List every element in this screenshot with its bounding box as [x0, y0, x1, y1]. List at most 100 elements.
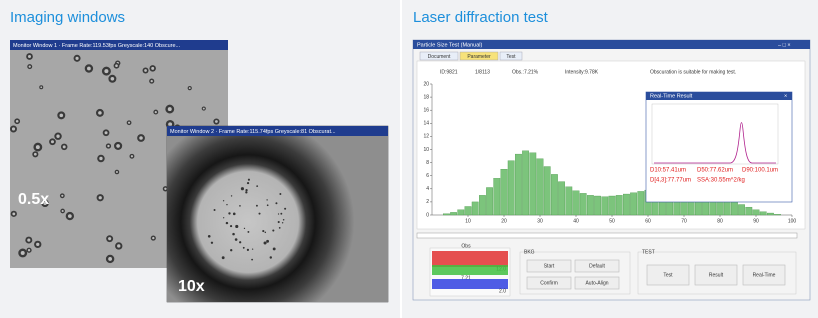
bar: [601, 196, 609, 216]
button-face[interactable]: [694, 264, 738, 286]
tab-label[interactable]: Parameter: [467, 54, 491, 60]
button-label[interactable]: Test: [663, 272, 673, 278]
speck: [251, 248, 254, 250]
speck: [264, 231, 267, 234]
button[interactable]: Test: [646, 264, 690, 286]
x-tick-label: 90: [753, 218, 759, 224]
result: SSA:30.55m^2/kg: [697, 178, 745, 184]
particle-center: [33, 152, 37, 156]
speck: [242, 246, 245, 249]
bar: [608, 195, 616, 216]
speck: [247, 178, 250, 181]
particle-center: [167, 107, 172, 112]
speck: [266, 199, 268, 201]
button[interactable]: Real-Time: [742, 264, 786, 286]
particle-center: [117, 244, 121, 248]
speck: [234, 238, 238, 241]
button-face[interactable]: [742, 264, 786, 286]
button-label[interactable]: Result: [709, 272, 724, 278]
particle-center: [27, 238, 31, 242]
popup-close[interactable]: ×: [784, 93, 787, 99]
particle-center: [36, 242, 40, 247]
speck: [245, 191, 248, 194]
particle-center: [59, 113, 64, 118]
particle-center: [12, 212, 16, 216]
tab[interactable]: [419, 51, 459, 61]
tab-label[interactable]: Test: [506, 54, 516, 60]
bar: [515, 153, 522, 216]
particle-center: [115, 64, 118, 68]
particle-center: [202, 107, 205, 110]
speck: [213, 209, 216, 212]
bar: [457, 209, 465, 216]
button[interactable]: Auto-Align: [574, 276, 620, 290]
button-face[interactable]: [574, 259, 620, 273]
y-tick-label: 20: [423, 81, 429, 87]
particle-center: [104, 69, 109, 74]
section-title: Laser diffraction test: [413, 9, 549, 26]
speck: [278, 226, 281, 229]
obs-bar: [432, 279, 508, 289]
particle-center: [35, 145, 40, 150]
obs-label: 2.0: [499, 288, 506, 294]
particle-center: [116, 144, 120, 148]
button[interactable]: Start: [526, 259, 572, 273]
button-face[interactable]: [526, 259, 572, 273]
speck: [232, 232, 235, 236]
speck: [210, 241, 214, 244]
button-face[interactable]: [646, 264, 690, 286]
button-label[interactable]: Real-Time: [753, 272, 776, 278]
speck: [243, 227, 246, 230]
bar: [587, 195, 594, 216]
particle-center: [27, 249, 31, 252]
tab-label[interactable]: Document: [428, 54, 451, 60]
button-face[interactable]: [574, 276, 620, 290]
group-title: TEST: [642, 249, 655, 255]
y-tick-label: 16: [423, 108, 429, 114]
speck: [266, 239, 270, 243]
obs-bar: [432, 251, 508, 267]
speck: [272, 229, 275, 232]
speck: [235, 224, 239, 229]
particle-center: [215, 120, 218, 123]
button-label[interactable]: Start: [544, 263, 555, 269]
bar: [767, 212, 774, 216]
window-controls: – □ ×: [778, 42, 791, 48]
y-tick-label: 0: [426, 212, 429, 218]
button-label[interactable]: Auto-Align: [585, 280, 608, 286]
window-title: Particle Size Test (Manual): [417, 42, 482, 48]
speck: [269, 256, 273, 259]
particle-center: [87, 66, 91, 71]
button[interactable]: Default: [574, 259, 620, 273]
obs-label: 7.21: [461, 275, 471, 281]
info-text: Intensity:9.78K: [565, 69, 599, 75]
x-tick-label: 100: [788, 218, 797, 224]
button[interactable]: Result: [694, 264, 738, 286]
particle-center: [107, 144, 110, 148]
result: D[4,3]:77.77um: [650, 178, 691, 184]
window-title: Monitor Window 1 · Frame Rate:119.53fps …: [13, 43, 181, 49]
bar: [507, 160, 515, 216]
button[interactable]: Confirm: [526, 276, 572, 290]
tab[interactable]: [459, 51, 499, 61]
speck: [258, 212, 261, 215]
x-tick-label: 80: [717, 218, 723, 224]
speck: [230, 195, 233, 197]
tab[interactable]: [499, 51, 523, 61]
bar: [529, 152, 537, 216]
speck: [225, 221, 229, 225]
speck: [281, 222, 284, 224]
bar: [565, 186, 573, 216]
y-tick-label: 6: [426, 173, 429, 179]
button-label[interactable]: Default: [589, 263, 605, 269]
y-tick-label: 10: [423, 147, 429, 153]
button-label[interactable]: Confirm: [540, 280, 558, 286]
speck: [256, 185, 259, 188]
bar: [738, 204, 745, 216]
speck: [207, 234, 211, 238]
bar: [572, 190, 580, 216]
group-title: BKG: [524, 249, 535, 255]
button-face[interactable]: [526, 276, 572, 290]
bar: [479, 195, 486, 216]
